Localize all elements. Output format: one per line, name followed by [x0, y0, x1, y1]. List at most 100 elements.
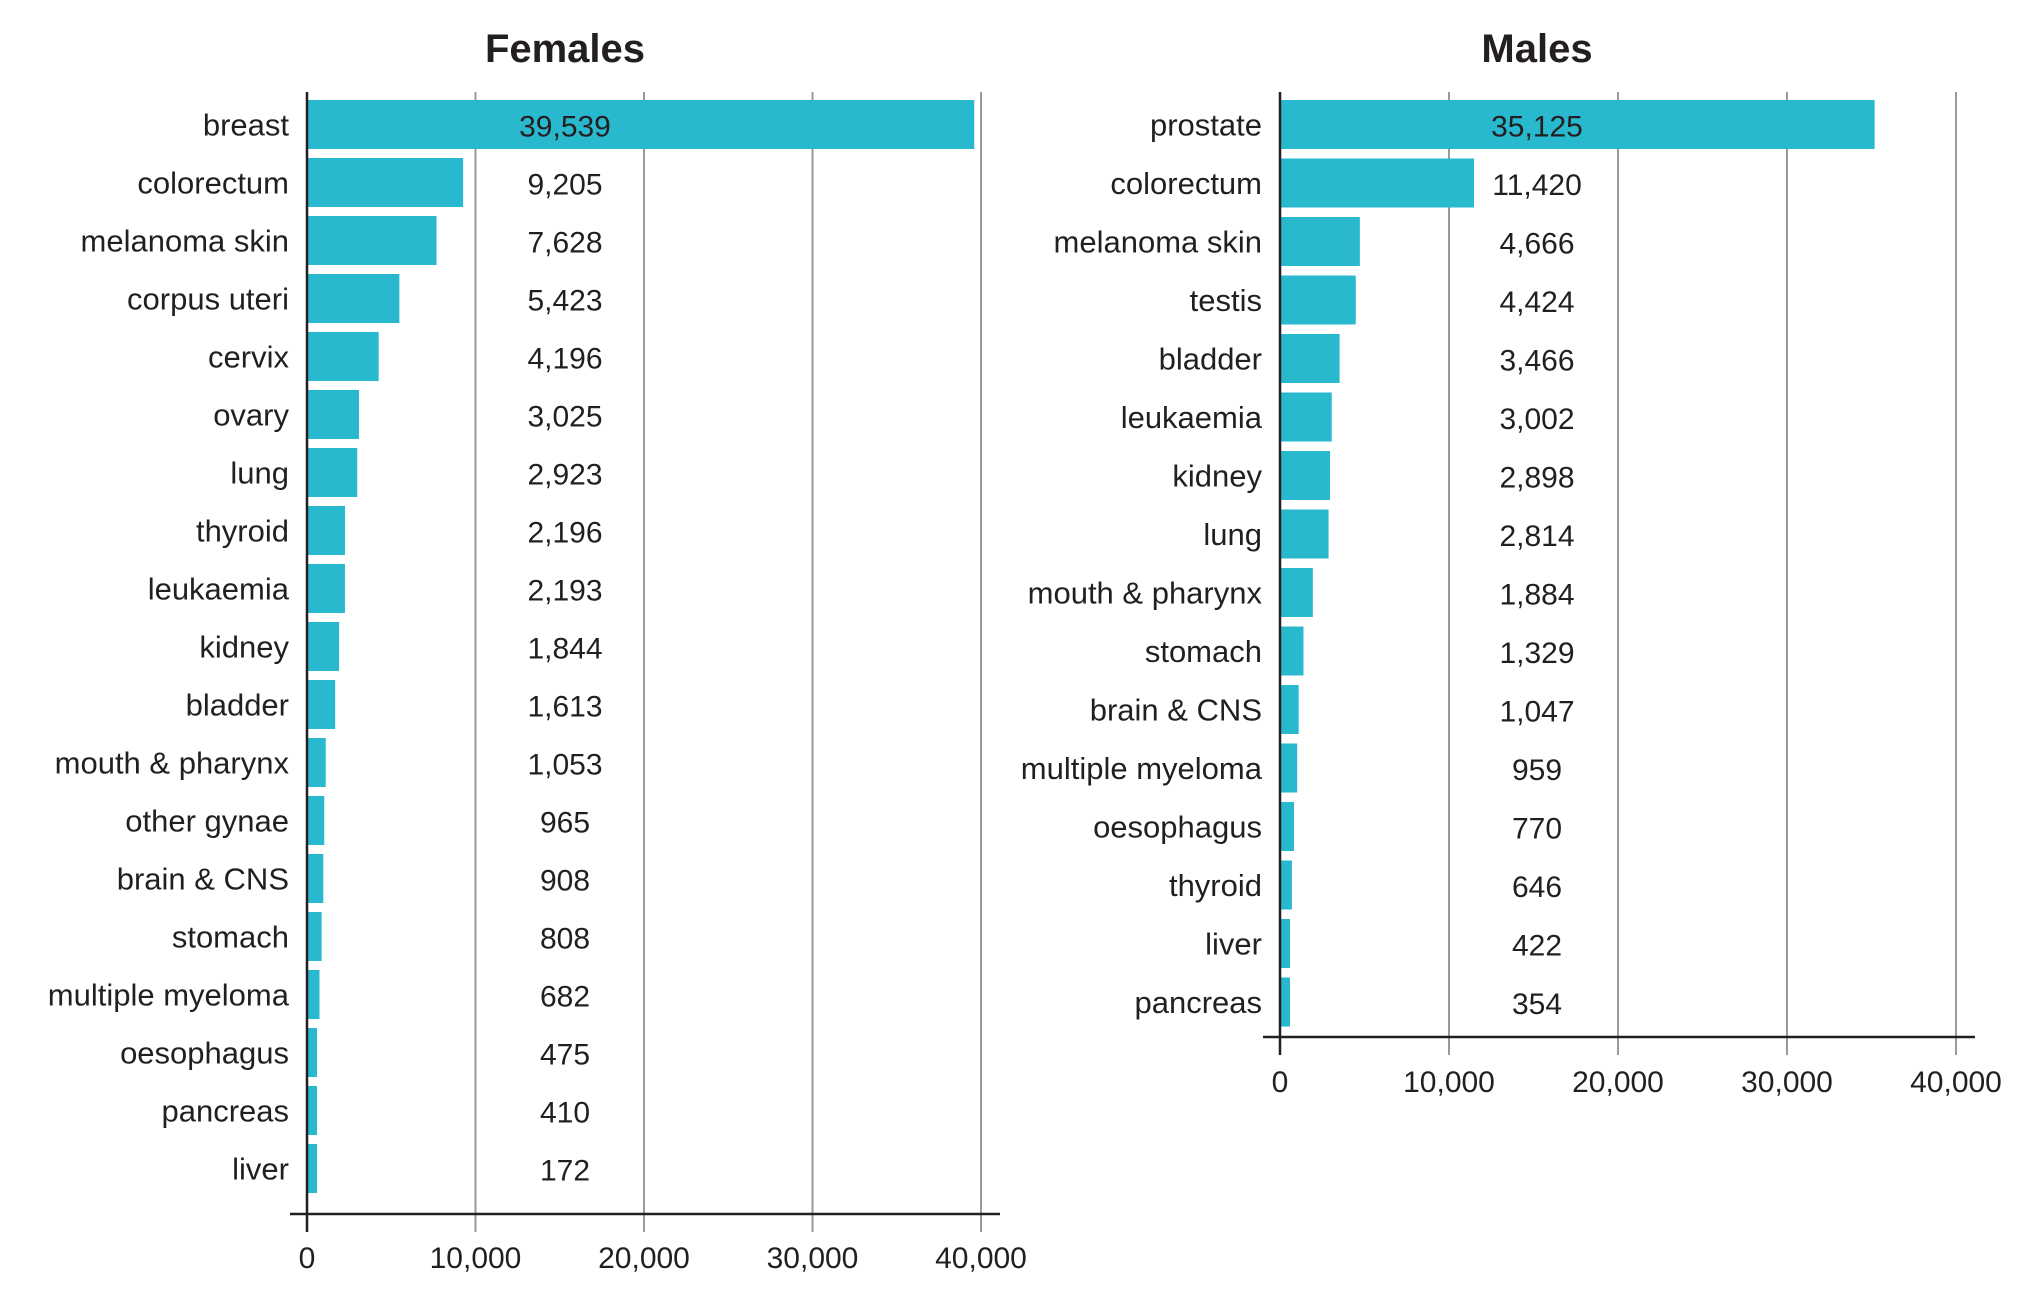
- panel-females-bar: [308, 970, 320, 1019]
- panel-males-value-label: 646: [1512, 871, 1562, 904]
- panel-females-value-label: 39,539: [519, 111, 611, 144]
- panel-females-value-label: 7,628: [527, 227, 602, 260]
- panel-females-value-label: 5,423: [527, 285, 602, 318]
- panel-females-bar: [308, 622, 340, 671]
- panel-males-value-label: 1,884: [1499, 579, 1574, 612]
- panel-females-category-label: multiple myeloma: [48, 978, 290, 1013]
- panel-females-value-label: 410: [540, 1097, 590, 1130]
- panel-males-bar: [1281, 802, 1295, 851]
- panel-females-category-label: thyroid: [196, 514, 289, 549]
- panel-females-category-label: pancreas: [161, 1094, 289, 1129]
- panel-females-bar: [308, 448, 358, 497]
- panel-males-bar: [1281, 919, 1290, 968]
- panel-males-value-label: 422: [1512, 930, 1562, 963]
- panel-males-x-tick-label: 30,000: [1741, 1066, 1833, 1099]
- panel-females-value-label: 682: [540, 981, 590, 1014]
- panel-males-bar: [1281, 626, 1304, 676]
- panel-females-category-label: kidney: [199, 630, 289, 665]
- panel-males-bar: [1281, 158, 1474, 208]
- panel-females-value-label: 2,196: [527, 517, 602, 550]
- panel-females-category-label: corpus uteri: [127, 282, 289, 317]
- panel-females-category-label: leukaemia: [148, 572, 290, 607]
- panel-males-category-label: melanoma skin: [1054, 225, 1262, 260]
- panel-males-x-tick-label: 10,000: [1403, 1066, 1495, 1099]
- panel-males-category-label: bladder: [1159, 342, 1262, 377]
- panel-males-bar: [1281, 743, 1298, 793]
- panel-females-category-label: lung: [230, 456, 289, 491]
- panel-females-bar: [308, 738, 326, 787]
- panel-males-bar: [1281, 392, 1332, 442]
- panel-females-bar: [308, 216, 437, 265]
- panel-males-category-label: kidney: [1172, 459, 1262, 494]
- panel-males-value-label: 1,329: [1499, 637, 1574, 670]
- panel-females-value-label: 1,053: [527, 749, 602, 782]
- panel-females-bar: [308, 1086, 317, 1135]
- panel-females-bar: [308, 1028, 317, 1077]
- panel-males-category-label: mouth & pharynx: [1028, 576, 1263, 611]
- panel-females-bar: [308, 332, 379, 381]
- panel-males-category-label: thyroid: [1169, 868, 1262, 903]
- panel-females-bar: [308, 680, 336, 729]
- panel-females-category-label: other gynae: [125, 804, 289, 839]
- panel-males-value-label: 354: [1512, 988, 1562, 1021]
- panel-females-x-tick-label: 10,000: [430, 1242, 522, 1275]
- panel-females-category-label: melanoma skin: [81, 224, 289, 259]
- panel-females-category-label: colorectum: [137, 166, 289, 201]
- panel-males-category-label: colorectum: [1110, 166, 1262, 201]
- panel-males-category-label: multiple myeloma: [1021, 751, 1263, 786]
- panel-females-category-label: ovary: [213, 398, 289, 433]
- panel-females-category-label: cervix: [208, 340, 289, 375]
- panel-males-value-label: 35,125: [1491, 111, 1583, 144]
- panel-males-title: Males: [1481, 27, 1592, 71]
- panel-males-value-label: 1,047: [1499, 696, 1574, 729]
- panel-males-bar: [1281, 685, 1299, 734]
- panel-females-value-label: 1,844: [527, 633, 602, 666]
- panel-males-bar: [1281, 217, 1360, 266]
- panel-females-category-label: brain & CNS: [117, 862, 289, 897]
- panel-males-category-label: pancreas: [1134, 985, 1262, 1020]
- panel-females-value-label: 4,196: [527, 343, 602, 376]
- panel-males-value-label: 4,424: [1499, 286, 1574, 319]
- panel-males-bar: [1281, 509, 1329, 559]
- panel-males-value-label: 3,002: [1499, 403, 1574, 436]
- panel-males-x-tick-label: 20,000: [1572, 1066, 1664, 1099]
- panel-females-bar: [308, 506, 346, 555]
- panel-males-category-label: leukaemia: [1121, 400, 1263, 435]
- panel-females-category-label: oesophagus: [120, 1036, 289, 1071]
- panel-males-x-tick-label: 0: [1272, 1066, 1289, 1099]
- panel-females-category-label: stomach: [172, 920, 289, 955]
- panel-females-category-label: bladder: [186, 688, 289, 723]
- panel-females-bar: [308, 158, 464, 207]
- panel-males-bar: [1281, 275, 1356, 325]
- panel-females-value-label: 9,205: [527, 169, 602, 202]
- panel-females-bar: [308, 1144, 317, 1193]
- panel-males-bar: [1281, 568, 1313, 617]
- panel-females-value-label: 3,025: [527, 401, 602, 434]
- panel-males-category-label: stomach: [1145, 634, 1262, 669]
- panel-females-bar: [308, 796, 325, 845]
- panel-females-value-label: 1,613: [527, 691, 602, 724]
- panel-males-category-label: prostate: [1150, 108, 1262, 143]
- panel-females-bar: [308, 854, 324, 903]
- panel-females-x-tick-label: 0: [299, 1242, 316, 1275]
- panel-males-value-label: 2,814: [1499, 520, 1574, 553]
- panel-males-bar: [1281, 100, 1875, 149]
- panel-males-value-label: 4,666: [1499, 228, 1574, 261]
- panel-females-category-label: breast: [203, 108, 290, 143]
- panel-females-title: Females: [485, 27, 645, 71]
- panel-females-category-label: mouth & pharynx: [55, 746, 290, 781]
- panel-males-value-label: 2,898: [1499, 462, 1574, 495]
- panel-males-category-label: lung: [1203, 517, 1262, 552]
- panel-males-bar: [1281, 334, 1340, 383]
- panel-females-x-tick-label: 40,000: [935, 1242, 1027, 1275]
- panel-females-category-label: liver: [232, 1152, 289, 1187]
- panel-females-bar: [308, 912, 322, 961]
- panel-females-bar: [308, 100, 975, 149]
- panel-females-value-label: 908: [540, 865, 590, 898]
- panel-females-value-label: 475: [540, 1039, 590, 1072]
- panel-females-value-label: 172: [540, 1155, 590, 1188]
- panel-females-value-label: 965: [540, 807, 590, 840]
- panel-males-category-label: oesophagus: [1093, 810, 1262, 845]
- panel-males-category-label: liver: [1205, 927, 1262, 962]
- panel-males-value-label: 770: [1512, 813, 1562, 846]
